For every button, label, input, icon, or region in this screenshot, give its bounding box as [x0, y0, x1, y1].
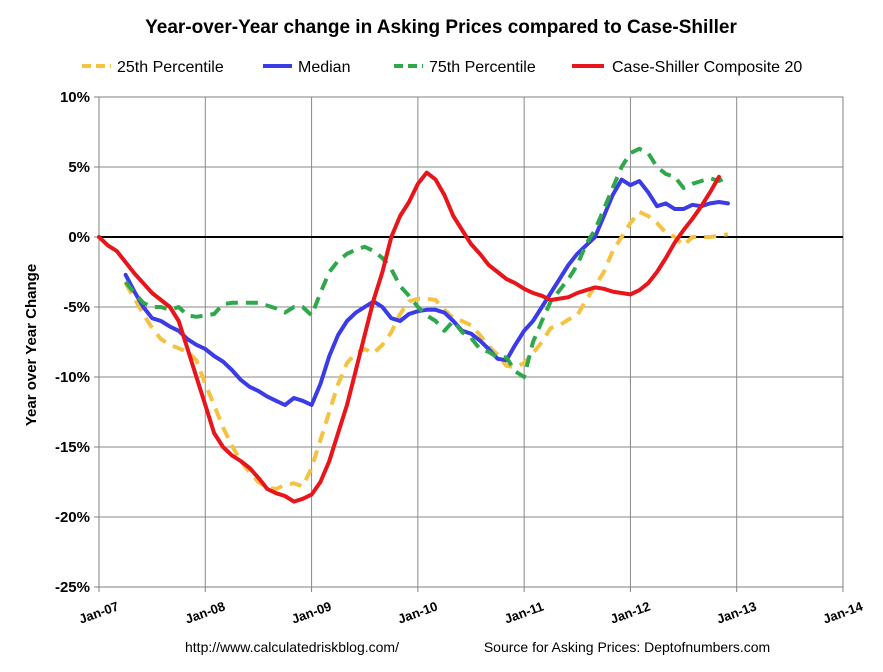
series-line-25th-percentile: [123, 209, 729, 491]
plot-border: [98, 96, 844, 588]
series-line-75th-percentile: [124, 146, 729, 379]
y-tick-label: 5%: [68, 159, 90, 176]
y-axis-label: Year over Year Change: [23, 264, 40, 426]
y-tick-label: -25%: [55, 579, 90, 596]
legend: 25th Percentile Median 75th Percentile Case…: [82, 59, 802, 76]
y-tick-label: -5%: [63, 299, 90, 316]
y-tick-label: 0%: [68, 229, 90, 246]
footer-url: http://www.calculatedriskblog.com/: [185, 639, 399, 655]
y-tick-label: -15%: [55, 439, 90, 456]
y-tick-label: -10%: [55, 369, 90, 386]
legend-label-median: Median: [298, 59, 350, 76]
series-line-median: [123, 177, 730, 407]
legend-label-25th-percentile: 25th Percentile: [117, 59, 224, 76]
legend-label-75th-percentile: 75th Percentile: [429, 59, 536, 76]
y-tick-label: 10%: [60, 89, 90, 106]
footer-source: Source for Asking Prices: Deptofnumbers.…: [484, 639, 770, 655]
y-tick-label: -20%: [55, 509, 90, 526]
series-line-case-shiller-composite-20: [97, 170, 721, 504]
legend-label-case-shiller-composite-20: Case-Shiller Composite 20: [612, 59, 802, 76]
chart-title: Year-over-Year change in Asking Prices c…: [145, 17, 737, 38]
plot-area: 10%5%0%-5%-10%-15%-20%-25%Jan-07 Jan-08 Ja…: [55, 89, 865, 627]
